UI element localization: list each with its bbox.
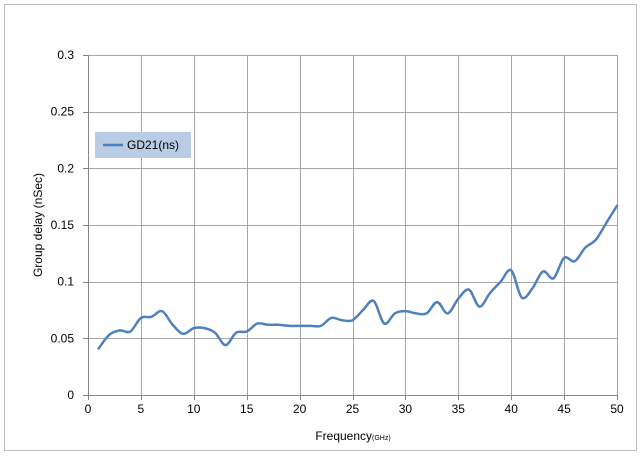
legend-label-gd21: GD21(ns) xyxy=(127,138,179,152)
x-axis-label-unit: (GHz) xyxy=(372,435,391,442)
x-tick-label: 25 xyxy=(346,402,360,416)
series-line-gd21 xyxy=(97,204,619,350)
x-tick-label: 45 xyxy=(557,402,571,416)
y-tick-label: 0.05 xyxy=(51,331,75,345)
x-tick-label: 20 xyxy=(293,402,307,416)
grid-lines xyxy=(88,55,618,395)
x-tick-label: 40 xyxy=(505,402,519,416)
x-tick-label: 10 xyxy=(187,402,201,416)
y-tick-label: 0.15 xyxy=(51,218,75,232)
x-tick-label: 35 xyxy=(452,402,466,416)
legend: GD21(ns) xyxy=(95,132,191,158)
x-tick-label: 5 xyxy=(138,402,145,416)
y-tick-label: 0.25 xyxy=(51,105,75,119)
x-tick-label: 15 xyxy=(240,402,254,416)
x-axis-label: Frequency(GHz) xyxy=(315,429,390,443)
y-tick-label: 0.1 xyxy=(57,275,74,289)
x-tick-labels: 0 5 10 15 20 25 30 35 40 45 50 xyxy=(85,402,624,416)
y-axis-label: Group delay (nSec) xyxy=(31,173,45,277)
x-tick-label: 50 xyxy=(610,402,624,416)
axes xyxy=(83,55,618,400)
y-tick-label: 0.2 xyxy=(57,161,74,175)
y-tick-label: 0.3 xyxy=(57,48,74,62)
chart-border xyxy=(4,4,637,451)
x-axis-label-text: Frequency xyxy=(315,429,372,443)
y-tick-label: 0 xyxy=(67,388,74,402)
x-tick-label: 0 xyxy=(85,402,92,416)
series-lines xyxy=(97,204,619,350)
y-tick-labels: 0 0.05 0.1 0.15 0.2 0.25 0.3 xyxy=(51,48,75,402)
x-tick-label: 30 xyxy=(399,402,413,416)
